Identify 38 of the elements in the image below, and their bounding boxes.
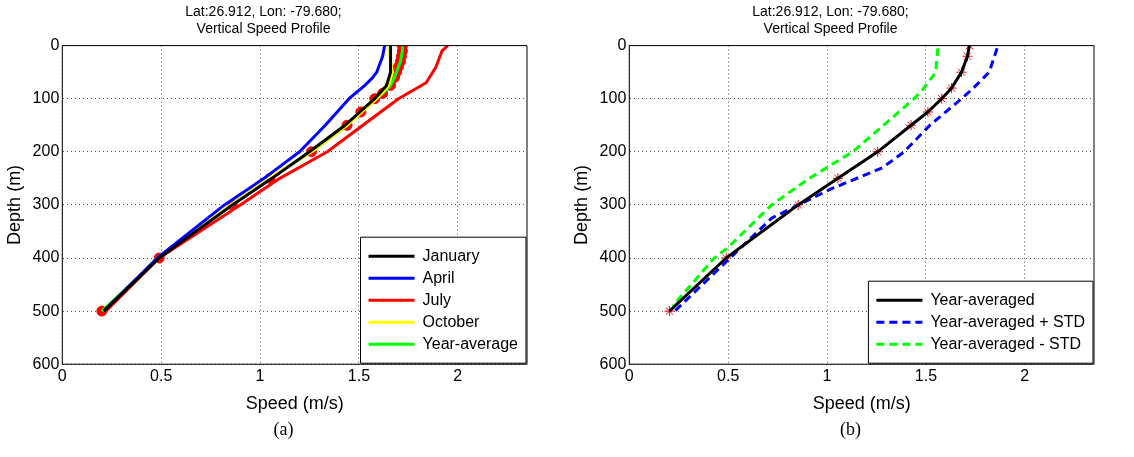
text: (b) [840,419,861,439]
legend-label: Year-averaged - STD [930,334,1081,352]
y-tick-label: 400 [599,248,627,266]
y-tick-label: 200 [32,142,60,160]
y-tick-label: 0 [50,36,60,54]
y-tick-label: 100 [599,89,627,107]
x-tick-label: 0.5 [150,367,173,385]
chart-title: Lat:26.912, Lon: -79.680; Vertical Speed Profile [752,3,909,37]
y-axis-title: Depth (m) [570,164,591,245]
legend-label: Year-average [422,334,519,352]
y-tick-label: 300 [599,195,627,213]
legend-label: July [422,290,451,308]
x-tick-label: 2 [1020,367,1030,385]
legend-label: Year-averaged + STD [930,312,1085,330]
y-tick-label: 500 [32,301,60,319]
y-tick-label: 100 [32,89,60,107]
chart-title: Lat:26.912, Lon: -79.680; Vertical Speed Profile [185,3,342,37]
y-tick-label: 200 [599,142,627,160]
x-tick-label: 0.5 [717,367,740,385]
x-tick-label: 1.5 [347,367,371,385]
x-axis-title: Speed (m/s) [812,393,911,414]
y-tick-label: 600 [599,354,627,372]
x-tick-label: 2 [453,367,463,385]
legend-label: October [422,312,481,330]
x-axis-title: Speed (m/s) [245,393,344,414]
y-axis-title: Depth (m) [3,164,24,245]
x-tick-label: 1 [255,367,265,385]
legend-label: Year-averaged [930,290,1035,308]
y-tick-label: 600 [32,354,60,372]
text: (a) [273,419,294,439]
y-tick-label: 400 [32,248,60,266]
y-tick-label: 300 [32,195,60,213]
x-tick-label: 1.5 [914,367,938,385]
legend-label: January [422,246,480,264]
y-tick-label: 500 [599,301,627,319]
legend-label: April [422,268,455,286]
x-tick-label: 1 [822,367,832,385]
y-tick-label: 0 [617,36,627,54]
